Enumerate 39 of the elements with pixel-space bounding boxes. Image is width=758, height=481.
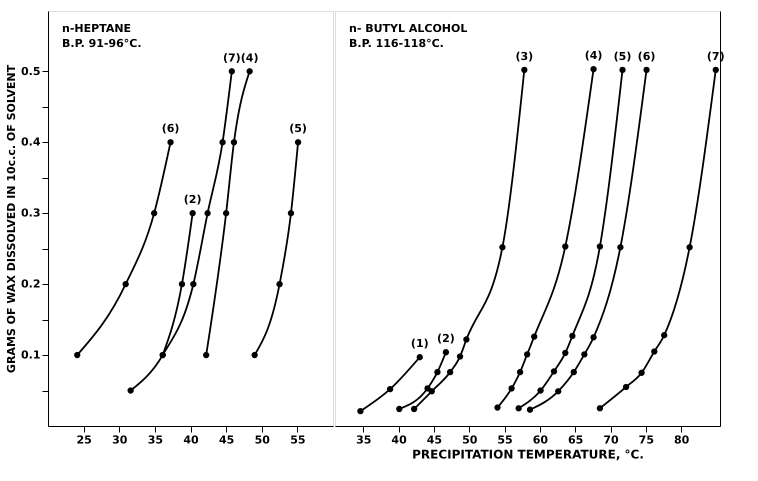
annotation: B.P. 91-96°C.	[62, 37, 142, 50]
x-tick-label: 35	[356, 434, 372, 446]
y-tick-label: 0.2	[21, 278, 40, 291]
y-axis-title: GRAMS OF WAX DISSOLVED IN 10c.c. OF SOLVENT	[5, 64, 18, 374]
x-tick-label: 55	[497, 434, 513, 446]
y-tick-label: 0.5	[21, 64, 40, 78]
x-tick-label: 45	[426, 434, 442, 446]
annotation: n- BUTYL ALCOHOL	[349, 22, 468, 35]
x-tick-label: 80	[674, 434, 690, 446]
x-tick-label: 45	[218, 434, 234, 446]
series-label: (7)	[222, 51, 241, 64]
x-tick-label: 40	[391, 434, 408, 446]
x-tick-label: 25	[76, 434, 92, 446]
series-label: (4)	[584, 49, 602, 62]
x-tick-label: 70	[603, 434, 619, 446]
series-label: (6)	[638, 50, 656, 63]
series-label: (1)	[410, 337, 429, 350]
x-tick-label: 30	[112, 434, 128, 446]
x-tick-label: 65	[568, 434, 584, 446]
x-tick-label: 75	[638, 434, 654, 446]
annotation: n-HEPTANE	[62, 22, 132, 35]
y-tick-label: 0.4	[21, 136, 41, 149]
x-tick-label: 60	[532, 434, 548, 446]
series-label: (4)	[240, 51, 258, 64]
x-tick-label: 40	[183, 434, 199, 446]
annotation: B.P. 116-118°C.	[349, 37, 444, 50]
series-label: (5)	[289, 122, 307, 136]
series-label: (5)	[614, 50, 632, 63]
series-label: (2)	[437, 332, 455, 346]
x-tick-label: 55	[290, 434, 306, 446]
series-label: (3)	[515, 50, 534, 63]
series-label: (6)	[162, 122, 180, 136]
y-tick-label: 0.1	[21, 348, 40, 362]
x-tick-label: 50	[254, 434, 270, 446]
y-tick-label: 0.3	[21, 206, 40, 220]
series-label: (2)	[184, 193, 202, 206]
x-tick-label: 50	[462, 434, 478, 446]
x-tick-label: 35	[148, 434, 164, 446]
x-axis-title: PRECIPITATION TEMPERATURE, °C.	[412, 448, 644, 462]
